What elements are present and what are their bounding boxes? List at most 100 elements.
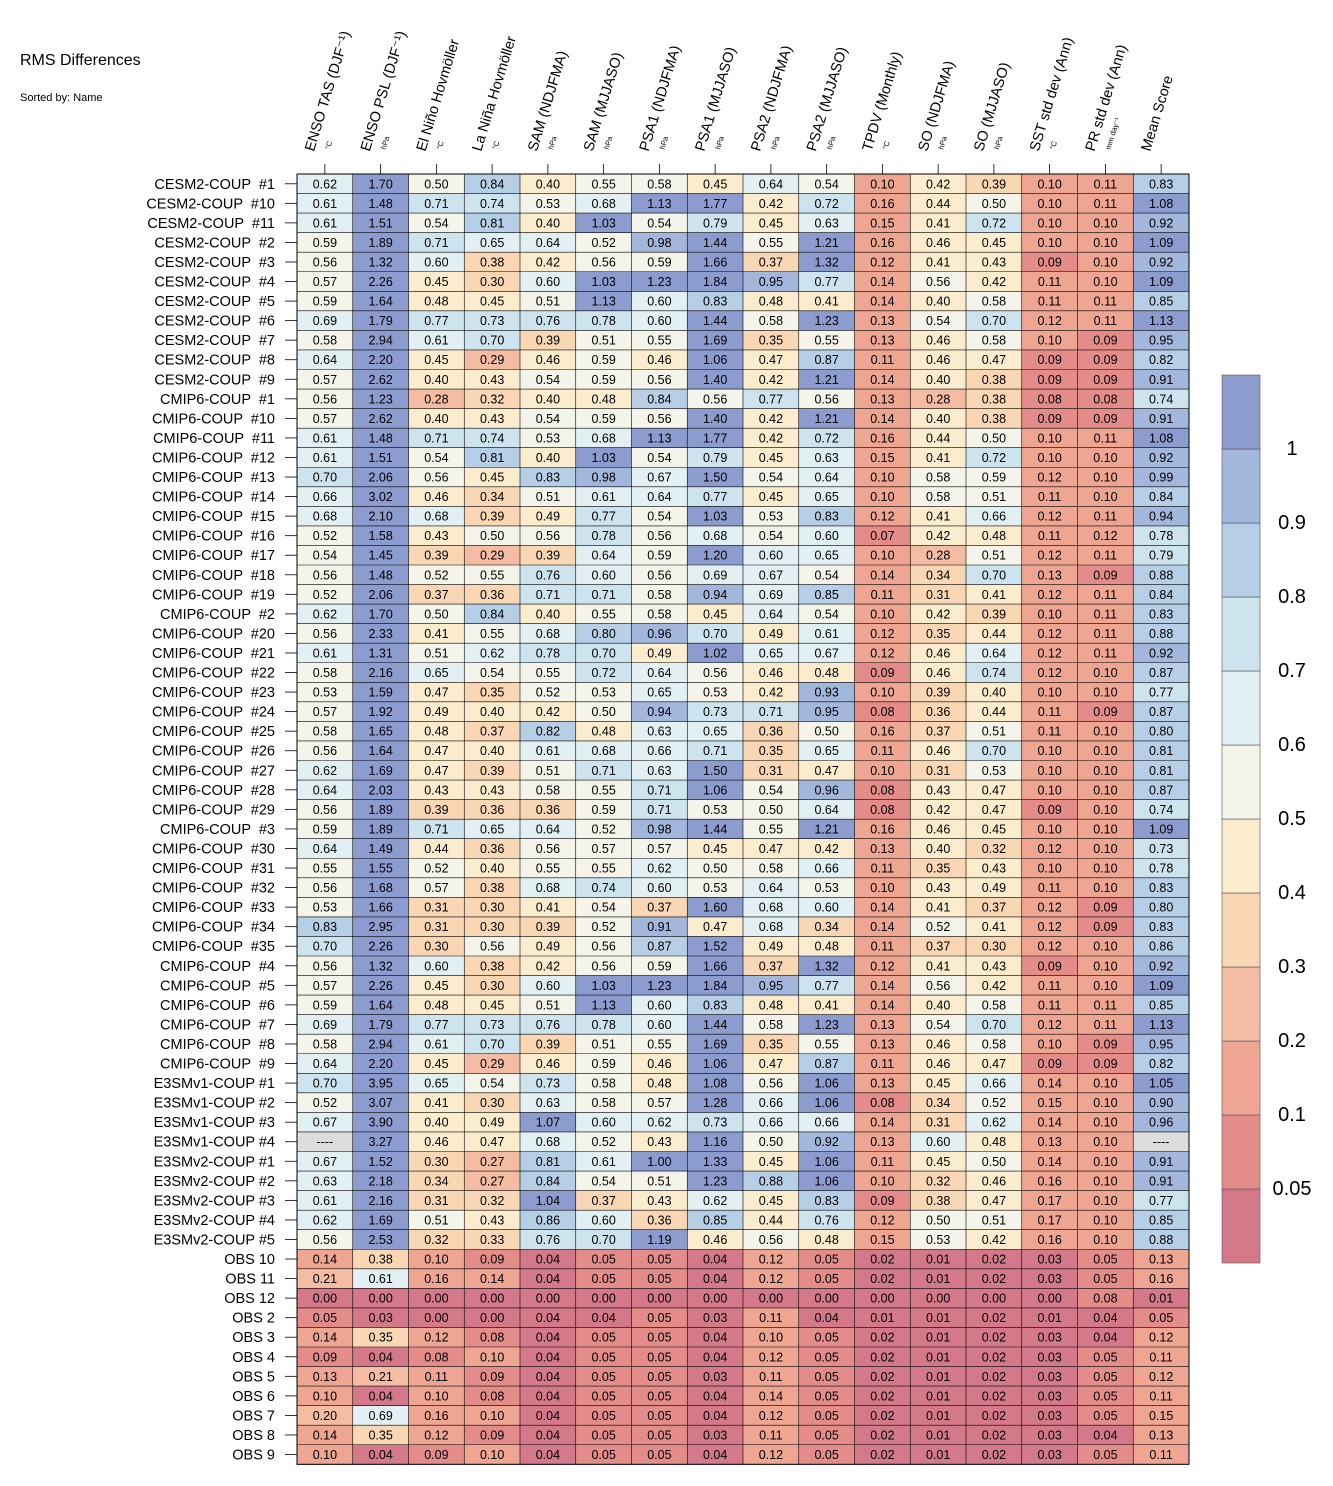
row-label: CMIP6-COUP #21: [152, 646, 275, 662]
heatmap-cell: [1021, 565, 1078, 585]
cell-value-label: 0.57: [313, 979, 337, 993]
cell-value-label: 0.52: [424, 568, 448, 582]
cell-value-label: 0.12: [1093, 529, 1117, 543]
heatmap-cell: [352, 369, 409, 390]
cell-value-label: 1.50: [703, 764, 727, 778]
heatmap-cell: [854, 1386, 911, 1406]
cell-value-label: 0.92: [1149, 646, 1173, 660]
cell-value-label: 0.44: [982, 627, 1006, 641]
heatmap-cell: [1077, 780, 1134, 800]
heatmap-cell: [1077, 1249, 1134, 1269]
row-label: CMIP6-COUP #32: [152, 881, 275, 897]
cell-value-label: 0.01: [1037, 1311, 1061, 1325]
cell-value-label: 0.13: [870, 1037, 894, 1051]
cell-value-label: 0.11: [871, 1057, 894, 1071]
cell-value-label: 0.56: [703, 392, 727, 406]
heatmap-cell: [297, 349, 353, 370]
colorbar-swatch: [1221, 892, 1261, 968]
cell-value-label: 0.05: [1093, 1370, 1117, 1384]
heatmap-cell: [297, 1288, 353, 1308]
heatmap-cell: [297, 1073, 353, 1093]
heatmap-cell: [297, 428, 353, 448]
cell-value-label: 0.32: [926, 1174, 950, 1188]
heatmap-cell: [966, 428, 1022, 448]
heatmap-cell: [520, 975, 576, 996]
heatmap-cell: [352, 604, 409, 624]
heatmap-cell: [966, 916, 1022, 937]
cell-value-label: 0.88: [759, 1174, 783, 1188]
cell-value-label: 1.13: [591, 295, 615, 309]
cell-value-label: 0.30: [480, 901, 504, 915]
heatmap-cell: [408, 1347, 465, 1367]
cell-value-label: 0.48: [647, 1077, 671, 1091]
cell-value-label: 0.11: [1094, 1018, 1117, 1032]
heatmap-cell: [910, 897, 966, 917]
heatmap-cell: [687, 1171, 743, 1191]
cell-value-label: 0.13: [1149, 1428, 1173, 1442]
heatmap-cell: [352, 447, 409, 468]
heatmap-cell: [1021, 447, 1078, 468]
heatmap-cell: [854, 1366, 911, 1387]
heatmap-cell: [687, 310, 743, 331]
heatmap-cell: [1021, 408, 1078, 429]
heatmap-cell: [1133, 1151, 1189, 1172]
cell-value-label: 1.08: [1149, 431, 1173, 445]
heatmap-cell: [1021, 1131, 1078, 1152]
cell-value-label: 0.04: [536, 1409, 560, 1423]
heatmap-cell: [297, 565, 353, 585]
heatmap-cell: [575, 330, 632, 350]
heatmap-cell: [464, 1014, 520, 1035]
heatmap-cell: [297, 525, 353, 546]
heatmap-cell: [1077, 760, 1134, 781]
cell-value-label: 1.21: [814, 822, 838, 836]
cell-value-label: 0.12: [759, 1448, 783, 1462]
cell-value-label: 0.46: [926, 353, 950, 367]
cell-value-label: 0.12: [759, 1253, 783, 1267]
cell-value-label: 0.05: [647, 1409, 671, 1423]
cell-value-label: 1.51: [368, 216, 392, 230]
cell-value-label: 1.70: [368, 607, 392, 621]
heatmap-cell: [910, 271, 966, 292]
heatmap-cell: [297, 1366, 353, 1387]
heatmap-cell: [687, 877, 743, 898]
heatmap-cell: [408, 1131, 465, 1152]
cell-value-label: 0.05: [814, 1370, 838, 1384]
cell-value-label: 0.01: [926, 1409, 950, 1423]
heatmap-cell: [464, 1131, 520, 1152]
cell-value-label: 0.41: [424, 1096, 448, 1110]
cell-value-label: 0.69: [759, 588, 783, 602]
heatmap-cell: [854, 897, 911, 917]
cell-value-label: 0.10: [424, 1253, 448, 1267]
heatmap-cell: [1077, 682, 1134, 702]
cell-value-label: 0.16: [1149, 1272, 1173, 1286]
column-label: ENSO PSL (DJF⁻¹): [358, 29, 410, 153]
heatmap-cell: [464, 1171, 520, 1191]
heatmap-cell: [575, 349, 632, 370]
heatmap-cell: [687, 193, 743, 214]
heatmap-cell: [631, 1151, 688, 1172]
cell-value-label: 0.66: [759, 1116, 783, 1130]
heatmap-cell: [464, 780, 520, 800]
heatmap-cell: [743, 838, 799, 859]
heatmap-cell: [743, 643, 799, 663]
cell-value-label: 0.12: [1037, 940, 1061, 954]
heatmap-cell: [1077, 799, 1134, 820]
heatmap-cell: [352, 1112, 409, 1132]
cell-value-label: 0.05: [647, 1350, 671, 1364]
cell-value-label: 0.40: [424, 373, 448, 387]
heatmap-cell: [798, 1307, 855, 1328]
heatmap-cell: [966, 838, 1022, 859]
cell-value-label: 0.46: [926, 236, 950, 250]
heatmap-cell: [575, 623, 632, 644]
column-unit-label: hPa: [936, 134, 949, 150]
cell-value-label: 0.51: [982, 490, 1006, 504]
cell-value-label: 0.31: [424, 901, 448, 915]
cell-value-label: 0.00: [536, 1292, 560, 1306]
heatmap-cell: [743, 1366, 799, 1387]
heatmap-cell: [297, 682, 353, 702]
cell-value-label: 0.48: [814, 1233, 838, 1247]
cell-value-label: 1.03: [591, 216, 615, 230]
column-unit-label: °C: [1048, 139, 1059, 150]
heatmap-cell: [687, 1112, 743, 1132]
heatmap-cell: [743, 760, 799, 781]
